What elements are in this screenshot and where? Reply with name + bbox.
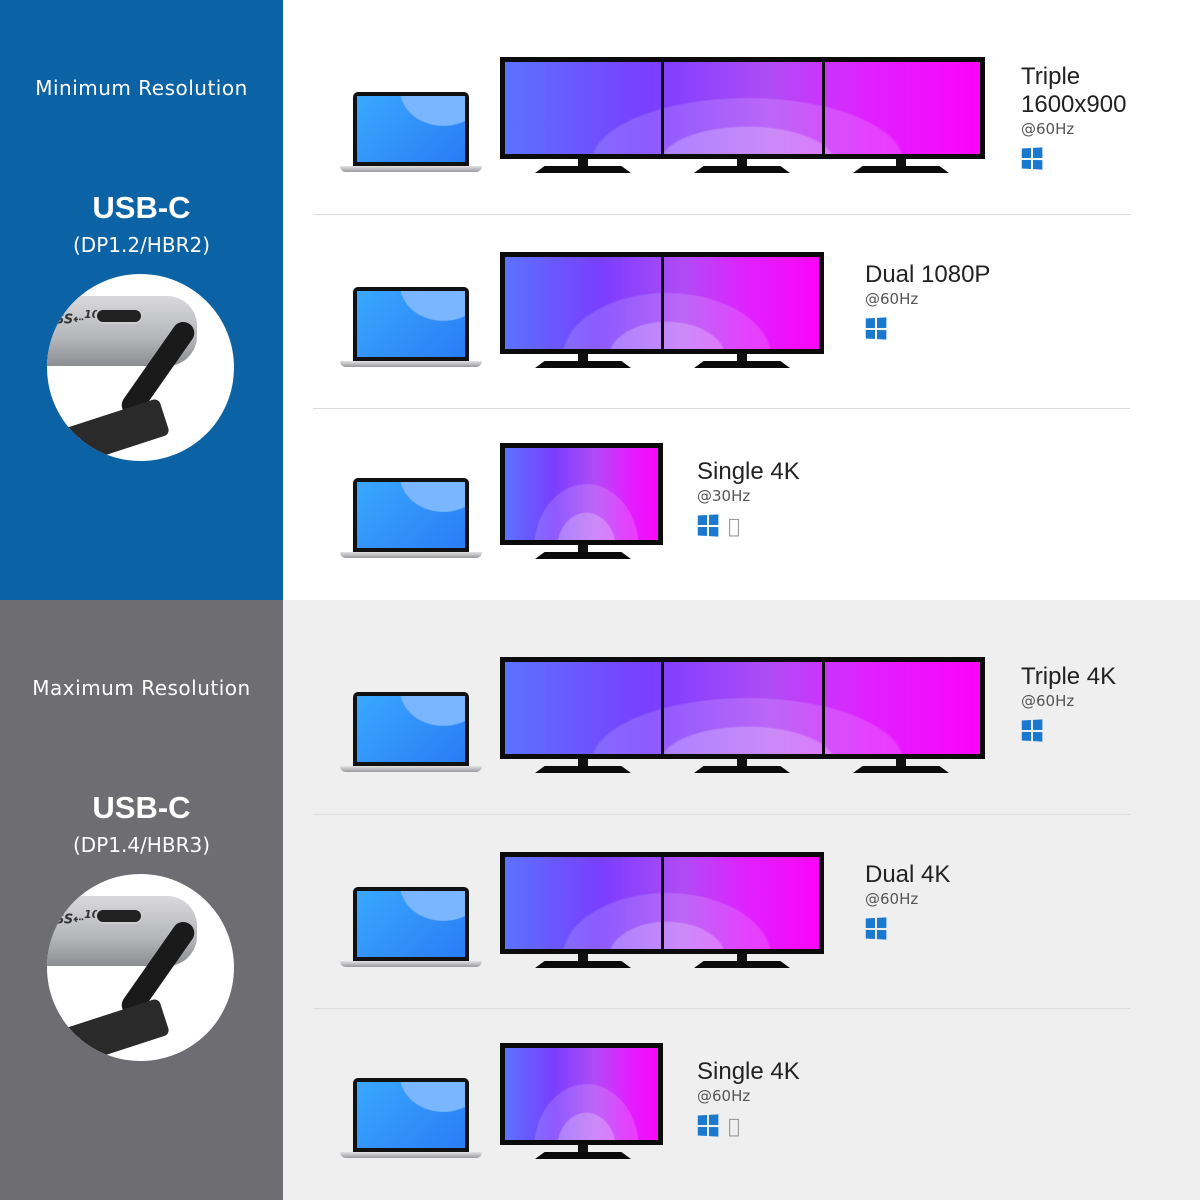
configuration-title: Single 4K bbox=[697, 458, 800, 485]
windows-icon bbox=[1021, 147, 1043, 170]
monitor-stand bbox=[535, 953, 631, 969]
maximum-resolution-section: Maximum Resolution USB-C (DP1.4/HBR3) SS… bbox=[0, 600, 1200, 1200]
laptop-icon bbox=[340, 92, 482, 172]
monitor-stand bbox=[853, 758, 949, 774]
minimum-resolution-section: Minimum Resolution USB-C (DP1.2/HBR2) SS… bbox=[0, 0, 1151, 600]
monitor-group bbox=[500, 852, 824, 954]
row-divider bbox=[313, 214, 1130, 215]
laptop-icon bbox=[340, 887, 482, 967]
refresh-rate: @60Hz bbox=[1021, 692, 1075, 710]
configuration-label: Triple 4K @60Hz bbox=[1021, 663, 1117, 742]
os-support:  bbox=[697, 1114, 800, 1137]
configuration-title: Dual 4K bbox=[865, 861, 951, 888]
monitor-group bbox=[500, 252, 824, 354]
monitor-bezel bbox=[661, 852, 664, 954]
windows-icon bbox=[865, 317, 887, 340]
laptop-icon bbox=[340, 287, 482, 367]
resolution-heading: Maximum Resolution bbox=[32, 676, 251, 700]
monitor-bezel bbox=[661, 252, 664, 354]
monitor-stand bbox=[535, 758, 631, 774]
refresh-rate: @60Hz bbox=[697, 1087, 751, 1105]
monitor-group bbox=[500, 443, 663, 545]
configuration-title: Triple 1600x900 bbox=[1021, 63, 1127, 118]
configuration-label: Dual 4K @60Hz bbox=[865, 861, 951, 940]
windows-icon bbox=[697, 514, 719, 537]
monitor-group bbox=[500, 1043, 663, 1145]
usb-c-port bbox=[95, 908, 143, 924]
laptop-icon bbox=[340, 1078, 482, 1158]
row-divider bbox=[313, 408, 1130, 409]
monitor-stand bbox=[694, 953, 790, 969]
os-support bbox=[865, 317, 990, 340]
connector-spec: (DP1.4/HBR3) bbox=[73, 833, 210, 857]
refresh-rate: @60Hz bbox=[1021, 120, 1075, 138]
windows-icon bbox=[697, 1114, 719, 1137]
connector-name: USB-C bbox=[92, 190, 191, 225]
windows-icon bbox=[865, 917, 887, 940]
configuration-title: Triple 4K bbox=[1021, 663, 1117, 690]
refresh-rate: @60Hz bbox=[865, 890, 919, 908]
monitor-bezel bbox=[822, 657, 825, 759]
apple-icon:  bbox=[728, 515, 748, 537]
apple-icon:  bbox=[728, 1115, 748, 1137]
monitor-stand bbox=[535, 544, 631, 560]
configuration-label: Single 4K @60Hz  bbox=[697, 1058, 800, 1137]
windows-icon bbox=[1021, 719, 1043, 742]
superspeed-logo: SS⇠10 bbox=[55, 308, 100, 328]
refresh-rate: @30Hz bbox=[697, 487, 751, 505]
configuration-title: Dual 1080P bbox=[865, 261, 991, 288]
monitor-bezel bbox=[822, 57, 825, 159]
usb-c-port bbox=[95, 308, 143, 324]
configuration-label: Dual 1080P @60Hz bbox=[865, 261, 991, 340]
monitor-stand bbox=[694, 758, 790, 774]
monitor-stand bbox=[535, 1144, 631, 1160]
monitor-group bbox=[500, 57, 985, 159]
monitor-stand bbox=[694, 353, 790, 369]
side-panel: Minimum Resolution USB-C (DP1.2/HBR2) SS… bbox=[0, 0, 283, 600]
monitor-stand bbox=[535, 353, 631, 369]
laptop-icon bbox=[340, 692, 482, 772]
os-support bbox=[1021, 147, 1151, 170]
configuration-title: Single 4K bbox=[697, 1058, 800, 1085]
laptop-icon bbox=[340, 478, 482, 558]
connector-spec: (DP1.2/HBR2) bbox=[73, 233, 210, 257]
monitor-stand bbox=[853, 158, 949, 174]
configuration-label: Triple 1600x900 @60Hz bbox=[1021, 63, 1151, 170]
os-support bbox=[1021, 719, 1116, 742]
usb-c-cable-photo: SS⇠10 bbox=[47, 274, 234, 461]
resolution-heading: Minimum Resolution bbox=[35, 76, 248, 100]
os-support:  bbox=[697, 514, 800, 537]
os-support bbox=[865, 917, 950, 940]
row-divider bbox=[313, 1008, 1130, 1009]
side-panel: Maximum Resolution USB-C (DP1.4/HBR3) SS… bbox=[0, 600, 283, 1200]
monitor-stand bbox=[535, 158, 631, 174]
superspeed-logo: SS⇠10 bbox=[55, 908, 100, 928]
usb-c-cable-photo: SS⇠10 bbox=[47, 874, 234, 1061]
monitor-bezel bbox=[661, 657, 664, 759]
monitor-stand bbox=[694, 158, 790, 174]
configuration-label: Single 4K @30Hz  bbox=[697, 458, 800, 537]
connector-name: USB-C bbox=[92, 790, 191, 825]
monitor-group bbox=[500, 657, 985, 759]
refresh-rate: @60Hz bbox=[865, 290, 919, 308]
row-divider bbox=[313, 814, 1130, 815]
monitor-bezel bbox=[661, 57, 664, 159]
